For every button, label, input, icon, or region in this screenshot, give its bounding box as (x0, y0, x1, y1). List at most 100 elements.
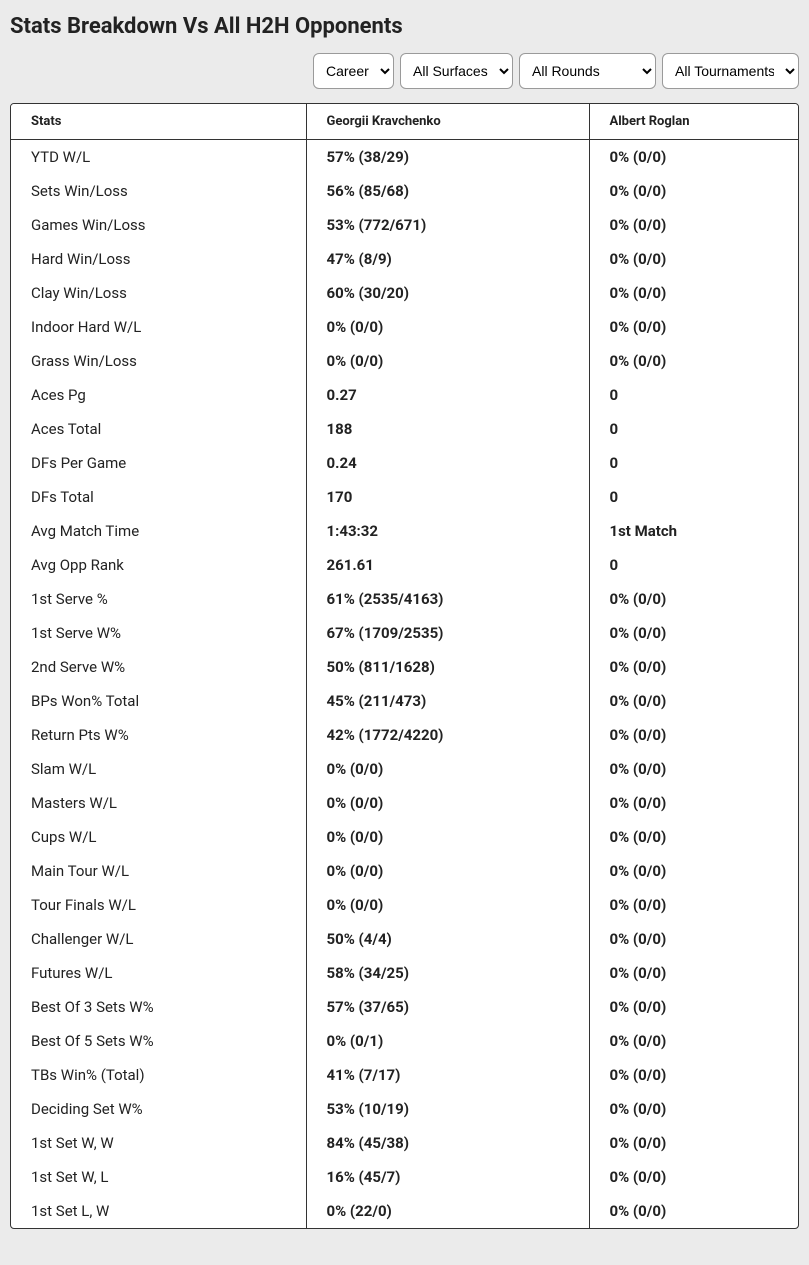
table-row: Tour Finals W/L0% (0/0)0% (0/0) (11, 888, 798, 922)
stat-label: Cups W/L (11, 820, 306, 854)
col-header-player2: Albert Roglan (589, 104, 798, 140)
player2-value: 0% (0/0) (589, 650, 798, 684)
table-row: Avg Match Time1:43:321st Match (11, 514, 798, 548)
player2-value: 0 (589, 446, 798, 480)
player1-value: 57% (38/29) (306, 140, 589, 175)
table-row: 1st Set W, W84% (45/38)0% (0/0) (11, 1126, 798, 1160)
stat-label: Tour Finals W/L (11, 888, 306, 922)
player2-value: 0% (0/0) (589, 276, 798, 310)
table-row: Deciding Set W%53% (10/19)0% (0/0) (11, 1092, 798, 1126)
stat-label: Sets Win/Loss (11, 174, 306, 208)
player2-value: 0 (589, 480, 798, 514)
player2-value: 0% (0/0) (589, 1058, 798, 1092)
player1-value: 1:43:32 (306, 514, 589, 548)
player2-value: 0% (0/0) (589, 684, 798, 718)
player2-value: 0% (0/0) (589, 990, 798, 1024)
player1-value: 188 (306, 412, 589, 446)
stat-label: Avg Opp Rank (11, 548, 306, 582)
stat-label: 2nd Serve W% (11, 650, 306, 684)
filter-period[interactable]: Career (313, 53, 394, 89)
player1-value: 0% (0/0) (306, 344, 589, 378)
player1-value: 53% (772/671) (306, 208, 589, 242)
table-row: Best Of 5 Sets W%0% (0/1)0% (0/0) (11, 1024, 798, 1058)
player2-value: 0% (0/0) (589, 140, 798, 175)
stat-label: 1st Serve % (11, 582, 306, 616)
table-row: Aces Pg0.270 (11, 378, 798, 412)
stat-label: Indoor Hard W/L (11, 310, 306, 344)
player1-value: 0.24 (306, 446, 589, 480)
table-row: Slam W/L0% (0/0)0% (0/0) (11, 752, 798, 786)
page-title: Stats Breakdown Vs All H2H Opponents (10, 14, 799, 39)
table-row: Indoor Hard W/L0% (0/0)0% (0/0) (11, 310, 798, 344)
stat-label: Games Win/Loss (11, 208, 306, 242)
player1-value: 0% (0/0) (306, 888, 589, 922)
player2-value: 0% (0/0) (589, 786, 798, 820)
player2-value: 0% (0/0) (589, 208, 798, 242)
player1-value: 61% (2535/4163) (306, 582, 589, 616)
player2-value: 0% (0/0) (589, 956, 798, 990)
player1-value: 53% (10/19) (306, 1092, 589, 1126)
table-row: 1st Serve W%67% (1709/2535)0% (0/0) (11, 616, 798, 650)
player2-value: 0% (0/0) (589, 718, 798, 752)
table-row: TBs Win% (Total)41% (7/17)0% (0/0) (11, 1058, 798, 1092)
stat-label: Hard Win/Loss (11, 242, 306, 276)
stat-label: YTD W/L (11, 140, 306, 175)
table-row: Return Pts W%42% (1772/4220)0% (0/0) (11, 718, 798, 752)
table-row: Clay Win/Loss60% (30/20)0% (0/0) (11, 276, 798, 310)
table-row: DFs Total1700 (11, 480, 798, 514)
stat-label: 1st Serve W% (11, 616, 306, 650)
table-row: 2nd Serve W%50% (811/1628)0% (0/0) (11, 650, 798, 684)
table-row: 1st Set W, L16% (45/7)0% (0/0) (11, 1160, 798, 1194)
player2-value: 0% (0/0) (589, 310, 798, 344)
player2-value: 0% (0/0) (589, 242, 798, 276)
stat-label: 1st Set W, W (11, 1126, 306, 1160)
stat-label: Aces Pg (11, 378, 306, 412)
player1-value: 0% (0/0) (306, 854, 589, 888)
player2-value: 0% (0/0) (589, 1092, 798, 1126)
table-row: Futures W/L58% (34/25)0% (0/0) (11, 956, 798, 990)
player2-value: 1st Match (589, 514, 798, 548)
table-row: Avg Opp Rank261.610 (11, 548, 798, 582)
player1-value: 261.61 (306, 548, 589, 582)
player1-value: 50% (811/1628) (306, 650, 589, 684)
stat-label: Challenger W/L (11, 922, 306, 956)
player2-value: 0% (0/0) (589, 1126, 798, 1160)
filter-surface[interactable]: All Surfaces (400, 53, 513, 89)
table-row: Grass Win/Loss0% (0/0)0% (0/0) (11, 344, 798, 378)
stat-label: Aces Total (11, 412, 306, 446)
player1-value: 60% (30/20) (306, 276, 589, 310)
player2-value: 0% (0/0) (589, 752, 798, 786)
player1-value: 16% (45/7) (306, 1160, 589, 1194)
stat-label: 1st Set W, L (11, 1160, 306, 1194)
stat-label: Deciding Set W% (11, 1092, 306, 1126)
table-row: Cups W/L0% (0/0)0% (0/0) (11, 820, 798, 854)
filter-tournament[interactable]: All Tournaments (662, 53, 799, 89)
col-header-player1: Georgii Kravchenko (306, 104, 589, 140)
table-row: Sets Win/Loss56% (85/68)0% (0/0) (11, 174, 798, 208)
player2-value: 0% (0/0) (589, 344, 798, 378)
player1-value: 0% (0/0) (306, 820, 589, 854)
player2-value: 0 (589, 378, 798, 412)
table-row: 1st Serve %61% (2535/4163)0% (0/0) (11, 582, 798, 616)
player2-value: 0 (589, 548, 798, 582)
table-row: Games Win/Loss53% (772/671)0% (0/0) (11, 208, 798, 242)
stat-label: BPs Won% Total (11, 684, 306, 718)
stat-label: DFs Total (11, 480, 306, 514)
player2-value: 0% (0/0) (589, 616, 798, 650)
player1-value: 58% (34/25) (306, 956, 589, 990)
table-row: Main Tour W/L0% (0/0)0% (0/0) (11, 854, 798, 888)
stat-label: Grass Win/Loss (11, 344, 306, 378)
filter-round[interactable]: All Rounds (519, 53, 656, 89)
player2-value: 0% (0/0) (589, 820, 798, 854)
stat-label: Masters W/L (11, 786, 306, 820)
table-row: Aces Total1880 (11, 412, 798, 446)
player1-value: 0.27 (306, 378, 589, 412)
table-row: YTD W/L57% (38/29)0% (0/0) (11, 140, 798, 175)
player1-value: 41% (7/17) (306, 1058, 589, 1092)
player1-value: 170 (306, 480, 589, 514)
stat-label: Return Pts W% (11, 718, 306, 752)
col-header-stats: Stats (11, 104, 306, 140)
player2-value: 0% (0/0) (589, 888, 798, 922)
player1-value: 0% (22/0) (306, 1194, 589, 1228)
player1-value: 84% (45/38) (306, 1126, 589, 1160)
